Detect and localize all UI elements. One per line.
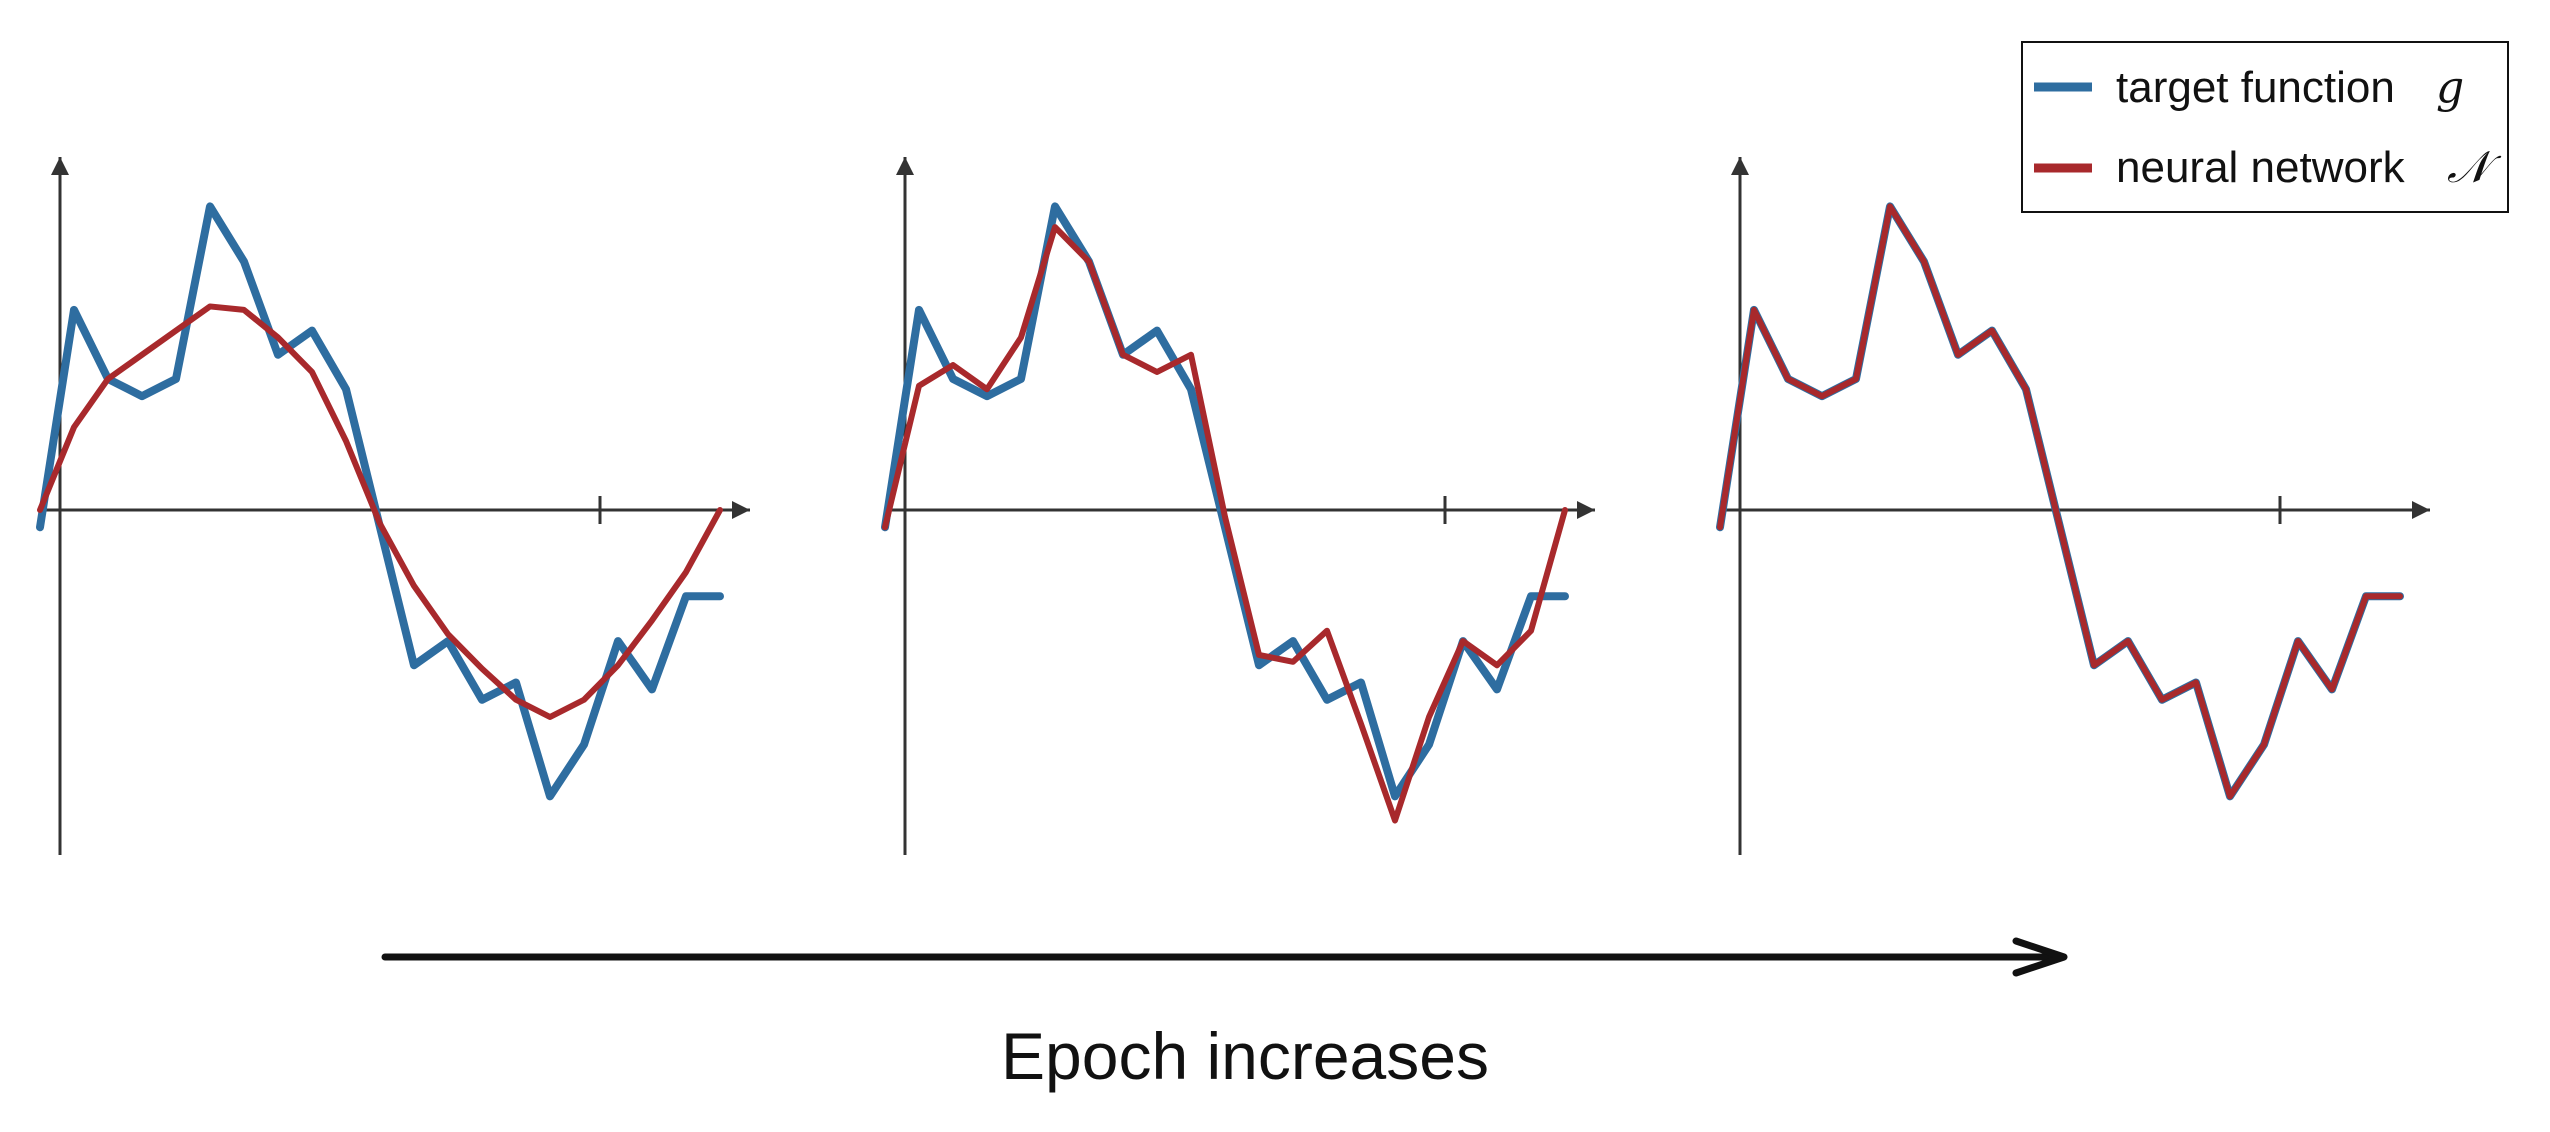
legend-target-math: g — [2436, 62, 2464, 113]
series-target-2 — [881, 202, 1569, 801]
series-target-3 — [1716, 202, 2404, 801]
epoch-caption: Epoch increases — [1001, 1019, 1489, 1093]
legend-target-label: target function — [2116, 63, 2395, 112]
legend-box — [2021, 41, 2509, 213]
epoch-arrow — [381, 937, 2068, 977]
plot-panel-3 — [1716, 157, 2430, 855]
legend-network-label: neural network — [2116, 143, 2406, 192]
plot-panel-2 — [881, 157, 1595, 855]
plot-panel-1 — [36, 157, 750, 855]
series-network-1 — [37, 303, 723, 720]
series-network-2 — [882, 224, 1568, 824]
legend: target function g neural network 𝒩 — [2021, 41, 2509, 213]
epoch-arrow-head — [2012, 937, 2068, 977]
series-network-3 — [1717, 203, 2403, 800]
series-target-1 — [36, 202, 724, 801]
